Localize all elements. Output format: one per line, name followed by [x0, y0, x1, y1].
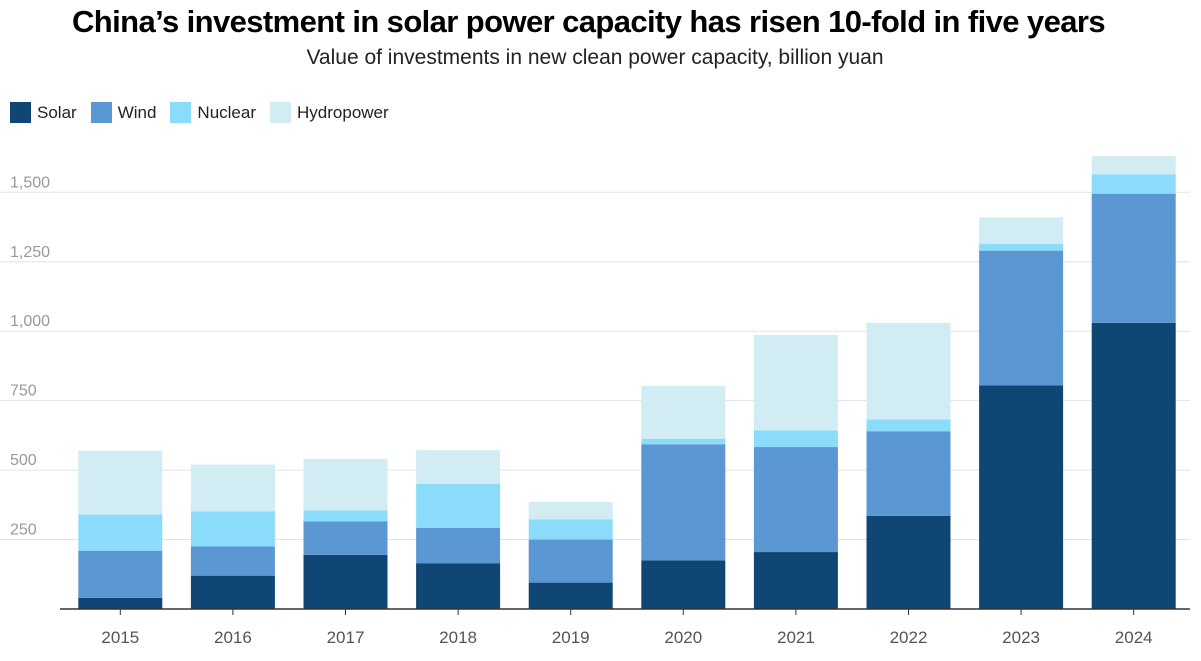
bar-wind-2022	[866, 431, 951, 516]
bar-hydropower-2023	[979, 217, 1064, 244]
y-tick-label: 1,250	[10, 244, 50, 261]
x-tick-label: 2020	[664, 628, 702, 647]
bar-solar-2015	[78, 597, 163, 609]
x-tick-label: 2024	[1115, 628, 1153, 647]
label-layer: 250 500 750 1,000 1,250 1,500 2015 2016 2017 2018…	[10, 174, 1153, 647]
legend-swatch-solar	[10, 102, 31, 123]
x-tick-label: 2021	[777, 628, 815, 647]
bar-nuclear-2021	[753, 430, 838, 448]
bar-nuclear-2023	[979, 243, 1064, 251]
legend-item-solar: Solar	[10, 102, 77, 123]
bar-wind-2018	[416, 527, 501, 564]
bar-solar-2019	[528, 582, 613, 609]
bar-solar-2018	[416, 563, 501, 609]
legend-label-solar: Solar	[37, 102, 77, 122]
bar-wind-2020	[641, 444, 726, 561]
y-tick-label: 750	[10, 383, 37, 400]
y-tick-label: 500	[10, 452, 37, 469]
bar-wind-2017	[303, 521, 388, 555]
legend-label-hydropower: Hydropower	[297, 102, 389, 122]
bar-wind-2021	[753, 447, 838, 553]
bar-hydropower-2021	[753, 335, 838, 431]
bar-solar-2017	[303, 554, 388, 609]
bar-nuclear-2018	[416, 483, 501, 528]
x-tick-label: 2023	[1002, 628, 1040, 647]
legend-item-hydropower: Hydropower	[270, 102, 389, 123]
legend-item-wind: Wind	[90, 102, 157, 123]
bar-solar-2023	[979, 385, 1064, 609]
bar-wind-2019	[528, 539, 613, 583]
bar-solar-2022	[866, 515, 951, 609]
bar-hydropower-2019	[528, 502, 613, 520]
bar-wind-2015	[78, 550, 163, 598]
axis-layer	[60, 608, 1190, 615]
bar-solar-2021	[753, 552, 838, 609]
bar-nuclear-2022	[866, 419, 951, 432]
chart-subtitle: Value of investments in new clean power …	[306, 46, 884, 69]
bar-nuclear-2020	[641, 438, 726, 445]
bar-wind-2024	[1091, 193, 1176, 323]
bar-solar-2024	[1091, 322, 1176, 609]
bar-layer	[78, 156, 1176, 609]
bar-solar-2020	[641, 560, 726, 609]
legend-label-nuclear: Nuclear	[197, 102, 257, 122]
bar-nuclear-2024	[1091, 174, 1176, 194]
bar-hydropower-2024	[1091, 156, 1176, 175]
bar-nuclear-2016	[190, 511, 275, 547]
bar-nuclear-2017	[303, 510, 388, 522]
bar-hydropower-2020	[641, 385, 726, 439]
bar-nuclear-2015	[78, 514, 163, 551]
bar-hydropower-2016	[190, 464, 275, 512]
x-tick-label: 2017	[327, 628, 365, 647]
legend: Solar Wind Nuclear Hydropower	[10, 102, 389, 123]
legend-swatch-wind	[90, 102, 112, 123]
bar-wind-2023	[979, 250, 1064, 386]
bar-solar-2016	[190, 575, 275, 609]
bar-nuclear-2019	[528, 519, 613, 540]
legend-swatch-nuclear	[170, 102, 192, 123]
bar-wind-2016	[190, 546, 275, 576]
legend-swatch-hydropower	[270, 102, 292, 123]
bar-hydropower-2018	[416, 450, 501, 484]
bar-hydropower-2022	[866, 322, 951, 420]
x-tick-label: 2018	[439, 628, 477, 647]
x-tick-label: 2016	[214, 628, 252, 647]
bar-hydropower-2017	[303, 458, 388, 511]
legend-item-nuclear: Nuclear	[170, 102, 256, 123]
x-tick-label: 2015	[101, 628, 139, 647]
x-tick-label: 2019	[552, 628, 590, 647]
y-tick-label: 1,500	[10, 174, 50, 191]
chart-title: China’s investment in solar power capaci…	[72, 4, 1106, 39]
bar-hydropower-2015	[78, 450, 163, 515]
y-tick-label: 1,000	[10, 313, 50, 330]
x-tick-label: 2022	[890, 628, 928, 647]
legend-label-wind: Wind	[117, 102, 157, 122]
y-tick-label: 250	[10, 522, 37, 539]
